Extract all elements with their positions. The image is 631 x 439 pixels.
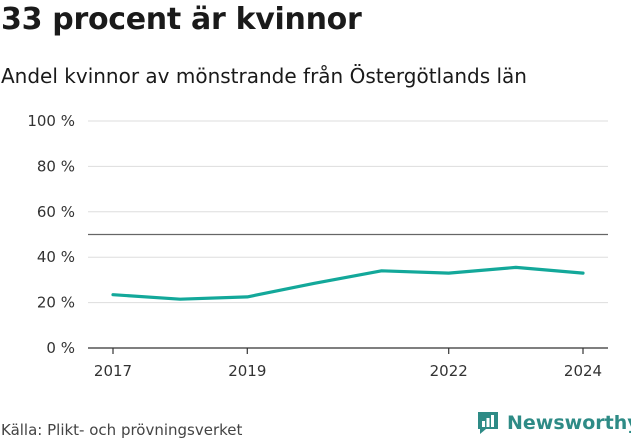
tick-labels: 0 % 20 % 40 % 60 % 80 % 100 % 2017 2019 2022 2024 bbox=[27, 112, 602, 380]
chart-subtitle: Andel kvinnor av mönstrande från Östergö… bbox=[1, 64, 527, 88]
x-tick-label: 2022 bbox=[430, 362, 468, 380]
x-tick-label: 2019 bbox=[228, 362, 266, 380]
brand-logo-group: Newsworthy bbox=[476, 408, 631, 438]
x-tick-label: 2017 bbox=[94, 362, 132, 380]
newsworthy-logo-icon bbox=[478, 412, 498, 434]
series-line-andel-kvinnor bbox=[111, 265, 585, 301]
brand-name: Newsworthy bbox=[507, 412, 631, 434]
series-group bbox=[111, 265, 585, 301]
y-tick-label: 40 % bbox=[37, 248, 75, 266]
y-tick-label: 60 % bbox=[37, 203, 75, 221]
y-tick-label: 20 % bbox=[37, 294, 75, 312]
source-note: Källa: Plikt- och prövningsverket bbox=[1, 421, 243, 439]
x-tick-label: 2024 bbox=[564, 362, 602, 380]
x-axis bbox=[88, 347, 608, 354]
chart-title: 33 procent är kvinnor bbox=[1, 2, 362, 37]
y-tick-label: 80 % bbox=[37, 157, 75, 175]
y-tick-label: 100 % bbox=[27, 112, 75, 130]
gridlines bbox=[88, 120, 608, 304]
y-tick-label: 0 % bbox=[46, 339, 75, 357]
